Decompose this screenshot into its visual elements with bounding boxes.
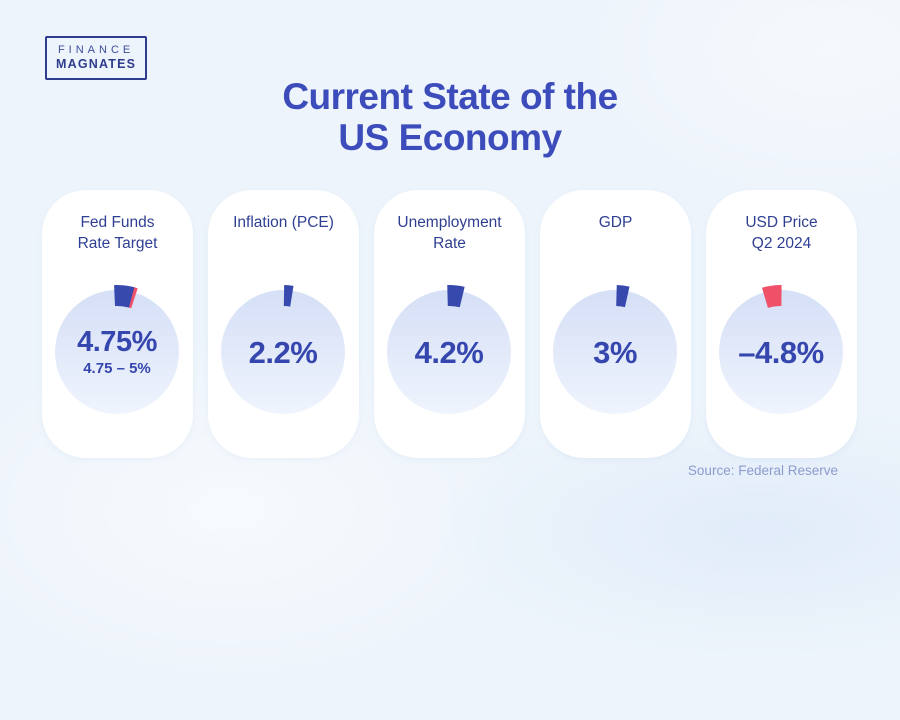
gauge-svg bbox=[719, 285, 843, 414]
metric-label-line: Fed Funds bbox=[80, 214, 155, 231]
gauge-wedge bbox=[127, 286, 138, 309]
metric-value-block: 2.2% bbox=[213, 282, 353, 422]
metric-label-line: Unemployment bbox=[397, 214, 502, 231]
metric-value: 4.2% bbox=[414, 334, 484, 370]
gauge-chart: 4.75% 4.75 – 5% bbox=[47, 282, 187, 422]
gauge-circle bbox=[719, 290, 843, 414]
metric-label: Unemployment Rate bbox=[380, 212, 519, 254]
gauge-svg bbox=[221, 285, 345, 414]
metric-card: GDP 3% bbox=[540, 190, 691, 458]
metric-label-line: Rate Target bbox=[77, 235, 158, 252]
metric-value-block: –4.8% bbox=[711, 282, 851, 422]
gauge-circle bbox=[55, 290, 179, 414]
gauge-circle bbox=[221, 290, 345, 414]
gauge-wedge bbox=[283, 285, 294, 307]
metric-label: Fed Funds Rate Target bbox=[48, 212, 187, 254]
metric-label: USD Price Q2 2024 bbox=[712, 212, 851, 254]
metric-card: Fed Funds Rate Target 4.75% 4.75 – 5% bbox=[42, 190, 193, 458]
metric-label-line: Q2 2024 bbox=[751, 235, 812, 252]
metric-label-line: Rate bbox=[433, 235, 466, 252]
page-title-line1: Current State of the bbox=[282, 76, 618, 117]
gauge-chart: 2.2% bbox=[213, 282, 353, 422]
finance-magnates-logo: FINANCE MAGNATES bbox=[45, 36, 148, 80]
metric-value-block: 4.2% bbox=[379, 282, 519, 422]
metric-card: Unemployment Rate 4.2% bbox=[374, 190, 525, 458]
gauge-svg bbox=[553, 285, 677, 414]
metric-label: GDP bbox=[546, 212, 685, 233]
metric-cards-row: Fed Funds Rate Target 4.75% 4.75 – 5% Inf… bbox=[42, 190, 858, 458]
gauge-chart: –4.8% bbox=[711, 282, 851, 422]
metric-label: Inflation (PCE) bbox=[214, 212, 353, 233]
metric-value: 4.75% bbox=[77, 325, 157, 358]
metric-label-line: Inflation (PCE) bbox=[233, 214, 334, 231]
metric-card: USD Price Q2 2024 –4.8% bbox=[706, 190, 857, 458]
gauge-wedge bbox=[616, 285, 630, 308]
page-title: Current State of the US Economy bbox=[0, 76, 900, 158]
metric-value-block: 3% bbox=[545, 282, 685, 422]
metric-card: Inflation (PCE) 2.2% bbox=[208, 190, 359, 458]
metric-value-block: 4.75% 4.75 – 5% bbox=[47, 282, 187, 422]
metric-value: –4.8% bbox=[738, 334, 824, 370]
gauge-svg bbox=[387, 285, 511, 414]
gauge-svg bbox=[55, 285, 179, 414]
gauge-circle bbox=[387, 290, 511, 414]
metric-value: 2.2% bbox=[248, 334, 318, 370]
logo-line-finance: FINANCE bbox=[57, 44, 135, 56]
gauge-chart: 3% bbox=[545, 282, 685, 422]
gauge-wedge bbox=[447, 285, 465, 308]
gauge-wedge bbox=[114, 285, 135, 308]
metric-range: 4.75 – 5% bbox=[83, 359, 151, 377]
gauge-chart: 4.2% bbox=[379, 282, 519, 422]
page-title-line2: US Economy bbox=[338, 117, 562, 158]
gauge-circle bbox=[553, 290, 677, 414]
logo-line-magnates: MAGNATES bbox=[56, 57, 137, 71]
source-note: Source: Federal Reserve bbox=[687, 463, 838, 478]
metric-value: 3% bbox=[593, 334, 637, 370]
metric-label-line: USD Price bbox=[745, 214, 818, 231]
gauge-wedge bbox=[761, 285, 782, 308]
metric-label-line: GDP bbox=[598, 214, 633, 231]
